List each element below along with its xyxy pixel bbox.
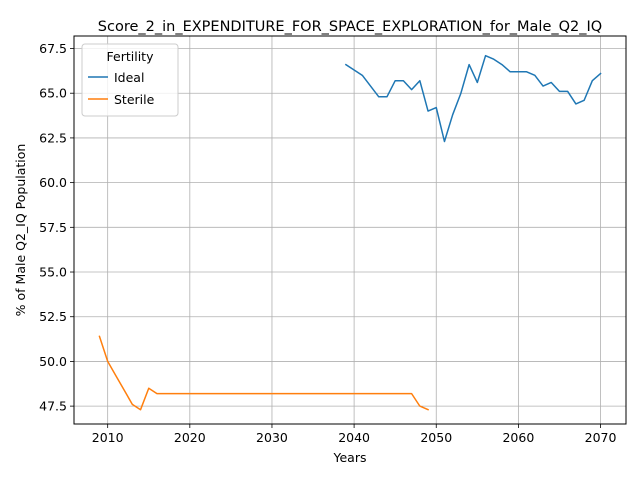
x-axis-label: Years [333, 450, 367, 465]
x-tick-label: 2050 [420, 430, 452, 445]
plot-frame [73, 35, 627, 425]
axis-ticks: 2010 2020 2030 2040 2050 2060 2070 47.5 50.0 52.5… [39, 41, 616, 445]
y-tick-label: 55.0 [39, 265, 67, 280]
legend: Fertility Ideal Sterile [81, 43, 179, 117]
x-tick-label: 2020 [174, 430, 206, 445]
x-tick-label: 2040 [338, 430, 370, 445]
x-tick-label: 2060 [502, 430, 534, 445]
y-tick-label: 67.5 [39, 41, 67, 56]
x-tick-label: 2070 [585, 430, 617, 445]
series-lines [98, 54, 602, 411]
y-tick-label: 50.0 [39, 354, 67, 369]
x-tick-label: 2030 [256, 430, 288, 445]
y-tick-label: 60.0 [39, 175, 67, 190]
series-line-sterile [98, 335, 430, 411]
y-tick-label: 65.0 [39, 86, 67, 101]
legend-label-ideal: Ideal [114, 70, 144, 85]
y-axis-label: % of Male Q2_IQ Population [13, 144, 28, 317]
y-tick-label: 47.5 [39, 399, 67, 414]
legend-box [81, 43, 179, 117]
y-tick-label: 52.5 [39, 309, 67, 324]
y-tick-label: 57.5 [39, 220, 67, 235]
series-line-ideal [344, 54, 602, 143]
legend-label-sterile: Sterile [114, 92, 155, 107]
grid [74, 36, 626, 424]
chart-title: Score_2_in_EXPENDITURE_FOR_SPACE_EXPLORA… [98, 19, 602, 35]
legend-title: Fertility [107, 49, 155, 64]
y-tick-label: 62.5 [39, 130, 67, 145]
x-tick-label: 2010 [92, 430, 124, 445]
